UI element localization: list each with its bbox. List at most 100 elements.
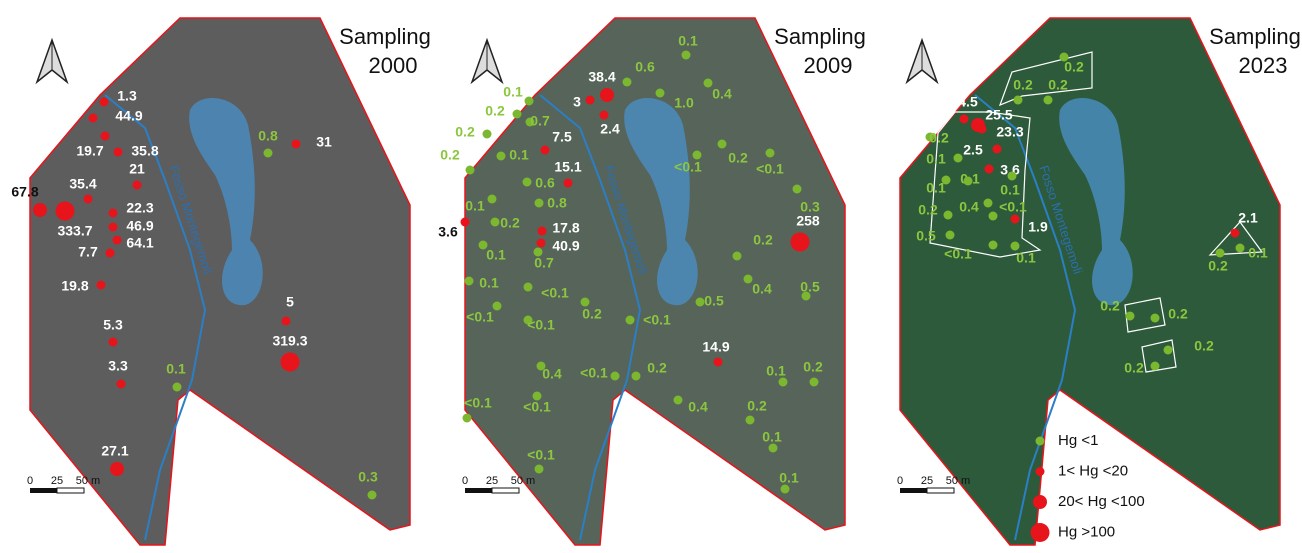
sample-value: <0.1 <box>999 199 1027 215</box>
sample-point <box>1164 346 1173 355</box>
sample-point <box>718 140 727 149</box>
sample-value: 0.1 <box>465 198 485 214</box>
sample-value: <0.1 <box>580 365 608 381</box>
sample-value: 0.2 <box>747 398 767 414</box>
sample-point <box>766 149 775 158</box>
sample-point <box>465 277 474 286</box>
sample-value: 31 <box>316 134 332 150</box>
sample-value: 0.2 <box>485 103 505 119</box>
sample-point <box>674 396 683 405</box>
sample-value: 0.2 <box>1048 77 1068 93</box>
scale-bar-white <box>492 488 519 493</box>
scale-label: 25 <box>486 475 498 487</box>
sample-value: 0.1 <box>766 363 786 379</box>
sample-point <box>1014 96 1023 105</box>
sample-value: 0.2 <box>1064 59 1084 75</box>
sample-value: 0.8 <box>258 128 278 144</box>
sample-point <box>84 195 93 204</box>
sample-value: <0.1 <box>756 161 784 177</box>
sample-value: 0.2 <box>1100 298 1120 314</box>
sample-point <box>984 199 993 208</box>
sample-point <box>696 298 705 307</box>
sample-point <box>733 252 742 261</box>
sample-point <box>488 195 497 204</box>
sample-value: 2.1 <box>1238 210 1258 226</box>
sample-value: 1.3 <box>117 88 137 104</box>
sample-point <box>704 79 713 88</box>
sample-value: 0.4 <box>542 366 562 382</box>
scale-label: 25 <box>921 475 933 487</box>
sample-point <box>100 98 109 107</box>
figure: Fosso MontegemoliSampling200002550 m1.34… <box>0 0 1302 548</box>
sample-point <box>264 149 273 158</box>
sample-value: 0.5 <box>916 228 936 244</box>
sample-value: <0.1 <box>464 395 492 411</box>
sample-value: <0.1 <box>527 317 555 333</box>
panel-title: Sampling <box>1209 24 1301 49</box>
scale-label: 25 <box>51 475 63 487</box>
scale-bar-white <box>57 488 84 493</box>
sample-value: 319.3 <box>272 333 307 349</box>
sample-value: 0.1 <box>779 470 799 486</box>
sample-value: 0.2 <box>440 147 460 163</box>
sample-value: 0.2 <box>753 232 773 248</box>
sample-value: 0.1 <box>926 180 946 196</box>
sample-point <box>282 317 291 326</box>
sample-value: 0.1 <box>1016 250 1036 266</box>
sample-point <box>964 177 973 186</box>
scale-label: 50 m <box>511 475 535 487</box>
panel-title: Sampling <box>339 24 431 49</box>
sample-point <box>960 115 969 124</box>
sample-point <box>779 378 788 387</box>
sample-value: <0.1 <box>527 447 555 463</box>
legend-label: 1< Hg <20 <box>1058 462 1128 479</box>
sample-point <box>109 223 118 232</box>
sample-value: 22.3 <box>126 200 153 216</box>
scale-bar-black <box>30 488 57 493</box>
sample-value: 0.1 <box>1000 182 1020 198</box>
sample-value: 258 <box>796 213 820 229</box>
sample-point <box>281 353 300 372</box>
sample-value: 0.1 <box>509 147 529 163</box>
sample-value: 0.2 <box>803 359 823 375</box>
sample-point <box>497 152 506 161</box>
scale-bar-white <box>927 488 954 493</box>
sample-point <box>1044 96 1053 105</box>
legend-label: Hg <1 <box>1058 432 1098 449</box>
sample-point <box>114 148 123 157</box>
sample-value: <0.1 <box>523 399 551 415</box>
sample-point <box>954 154 963 163</box>
sample-value: 3.3 <box>108 358 128 374</box>
sample-point <box>611 372 620 381</box>
sample-value: 40.9 <box>552 238 579 254</box>
sample-value: 2.4 <box>600 121 620 137</box>
sample-point <box>564 179 573 188</box>
sample-value: 0.2 <box>1013 77 1033 93</box>
sample-value: 1.9 <box>1028 219 1048 235</box>
panel-year: 2009 <box>804 53 853 78</box>
sample-point <box>525 97 534 106</box>
sample-point <box>463 414 472 423</box>
sample-value: 0.2 <box>1168 306 1188 322</box>
sample-point <box>133 181 142 190</box>
sample-value: 0.2 <box>455 124 475 140</box>
sample-value: 0.8 <box>547 195 567 211</box>
sample-point <box>769 444 778 453</box>
sample-value: 0.1 <box>503 84 523 100</box>
sample-value: 0.1 <box>762 429 782 445</box>
sample-point <box>793 185 802 194</box>
sample-value: 0.6 <box>635 59 655 75</box>
sample-value: 7.7 <box>78 244 98 260</box>
sample-point <box>946 231 955 240</box>
sample-value: 15.1 <box>554 159 581 175</box>
sample-point <box>1008 172 1017 181</box>
sample-value: 3.6 <box>438 224 458 240</box>
sample-value: 25.5 <box>985 107 1012 123</box>
sample-point <box>1126 312 1135 321</box>
sample-point <box>466 166 475 175</box>
panel-year: 2000 <box>369 53 418 78</box>
sample-point <box>106 249 115 258</box>
sample-point <box>109 338 118 347</box>
sample-point <box>1151 362 1160 371</box>
